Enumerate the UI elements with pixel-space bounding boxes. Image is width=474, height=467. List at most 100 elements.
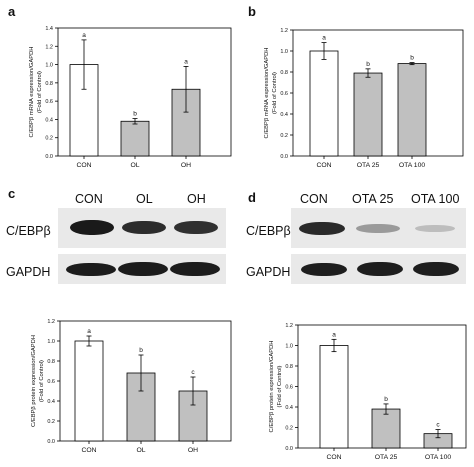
y-tick-label: 1.4 [45,26,53,32]
y-tick-label: 1.0 [45,63,53,69]
y-tick-label: 0.0 [45,154,53,160]
blot-d-gapdh-strip [291,254,466,284]
y-axis-label-2: (Fold of Control) [39,360,45,402]
blot-c-header-oh: OH [187,192,206,206]
blot-band [174,221,218,234]
y-tick-label: 0.8 [47,359,55,365]
significance-letter: a [322,35,326,42]
y-axis-label-2: (Fold of Control) [272,72,278,114]
y-tick-label: 0.8 [285,364,293,370]
bar [353,72,383,157]
bar [371,408,401,449]
blot-c-header-ol: OL [136,192,153,206]
significance-letter: a [82,32,86,39]
y-tick-label: 0.4 [285,405,293,411]
panel-letter-a: a [8,4,16,19]
panel-letter-c: c [8,186,16,201]
significance-letter: a [332,331,336,338]
x-tick-label: CON [326,454,341,461]
x-tick-label: CON [76,162,91,169]
chart-b-mrna: 0.0 0.2 0.4 0.6 0.8 1.0 1.2 C/EBPβ mRNA express… [264,28,464,169]
bar [319,345,349,449]
blot-band [356,224,400,233]
y-tick-label: 0.4 [45,117,53,123]
y-tick-label: 1.0 [47,339,55,345]
blot-c-gapdh-strip [58,254,226,284]
y-tick-label: 0.8 [280,70,288,76]
significance-letter: b [139,347,143,354]
bar [74,340,104,442]
significance-letter: b [133,111,137,118]
y-tick-label: 0.2 [285,426,293,432]
x-tick-label: CON [316,162,331,169]
blot-c-row-label-cebpb: C/EBPβ [6,224,51,238]
blot-band [415,225,455,232]
significance-letter: b [410,55,414,62]
y-tick-label: 1.0 [280,49,288,55]
y-tick-label: 0.2 [280,133,288,139]
y-tick-label: 0.6 [280,91,288,97]
significance-letter: b [366,61,370,68]
y-tick-label: 0.6 [45,99,53,105]
blot-c-row-label-gapdh: GAPDH [6,265,51,279]
panel-letter-b: b [248,4,256,19]
blot-band [122,221,166,234]
blot-band [301,263,347,276]
significance-letter: a [87,328,91,335]
x-tick-label: OTA 25 [357,162,380,169]
y-axis-label-2: (Fold of Control) [277,365,283,407]
blot-band [170,262,220,276]
y-tick-label: 1.0 [285,344,293,350]
y-tick-label: 1.2 [280,28,288,34]
blot-band [357,262,403,276]
y-tick-label: 0.4 [280,112,288,118]
panel-letter-d: d [248,190,256,205]
x-tick-label: OTA 100 [425,454,452,461]
blot-band [70,220,114,235]
y-tick-label: 1.2 [45,44,53,50]
blot-band [299,222,345,235]
significance-letter: c [191,369,195,376]
y-tick-label: 0.2 [47,419,55,425]
blot-band [413,262,459,276]
x-tick-label: OTA 25 [375,454,398,461]
significance-letter: c [436,422,440,429]
y-axis-label: C/EBPβ mRNA expression/GAPDH [29,47,35,138]
blot-c-cebpb-strip [58,208,226,248]
chart-d-protein: 0.0 0.2 0.4 0.6 0.8 1.0 1.2 C/EBPβ protein expr… [269,323,467,461]
blot-d-row-label-gapdh: GAPDH [246,265,291,279]
x-tick-label: CON [81,447,96,454]
y-tick-label: 0.6 [285,385,293,391]
blot-d-header-con: CON [300,192,328,206]
chart-c-protein: 0.0 0.2 0.4 0.6 0.8 1.0 1.2 C/EBPβ protein expr… [31,319,232,454]
blot-d-row-label-cebpb: C/EBPβ [246,224,291,238]
y-tick-label: 0.2 [45,136,53,142]
bar [120,120,150,157]
x-tick-label: OH [188,447,198,454]
y-axis-label: C/EBPβ mRNA expression/GAPDH [264,48,270,139]
y-tick-label: 0.0 [280,154,288,160]
y-tick-label: 1.2 [285,323,293,329]
y-axis-label-2: (Fold of Control) [37,71,43,113]
blot-d-cebpb-strip [291,208,466,248]
significance-letter: b [384,396,388,403]
chart-a-mrna: 0.0 0.2 0.4 0.6 0.8 1.0 1.2 1.4 C/EBPβ mRNA expr… [29,26,232,169]
y-axis-label: C/EBPβ protein expression/GAPDH [269,341,275,433]
y-axis-label: C/EBPβ protein expression/GAPDH [31,335,37,427]
y-tick-label: 0.8 [45,81,53,87]
y-tick-label: 0.0 [285,446,293,452]
bar [309,50,339,157]
y-tick-label: 0.6 [47,379,55,385]
significance-letter: a [184,58,188,65]
blot-band [118,262,168,276]
x-tick-label: OL [130,162,139,169]
blot-d-header-ota25: OTA 25 [352,192,394,206]
x-tick-label: OH [181,162,191,169]
y-tick-label: 1.2 [47,319,55,325]
y-tick-label: 0.4 [47,399,55,405]
blot-d-header-ota100: OTA 100 [411,192,460,206]
bar [397,63,427,157]
x-tick-label: OTA 100 [399,162,426,169]
x-tick-label: OL [136,447,145,454]
blot-band [66,263,116,276]
